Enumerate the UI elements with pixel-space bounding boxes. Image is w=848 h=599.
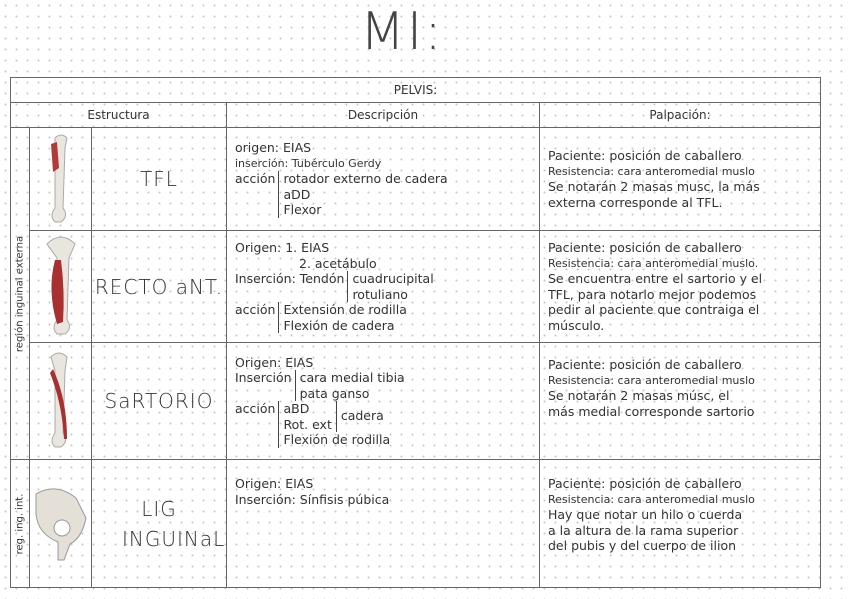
- palp-line: pedir al paciente que contraiga el: [548, 302, 760, 317]
- structure-name: SaRTORIO: [91, 342, 227, 460]
- label: Origen:: [235, 240, 282, 255]
- palpation-cell: Paciente: posición de caballero Resistenc…: [538, 459, 822, 588]
- accion-item: Rot. ext: [283, 416, 332, 432]
- structure-name: LIG INGUINaL: [91, 459, 227, 588]
- palp-line: músculo.: [548, 317, 605, 333]
- label: acción: [235, 171, 276, 187]
- accion-item: rotador externo de cadera: [283, 171, 448, 187]
- insercion-item: pata ganso: [299, 385, 370, 401]
- description-cell: Origen: EIAS Inserción: Sínfisis púbica: [226, 459, 540, 588]
- label: Origen:: [235, 354, 282, 370]
- palp-line: a la altura de la rama superior: [548, 522, 739, 538]
- palp-line: TFL, para notarlo mejor podemos: [548, 286, 757, 302]
- region-label-cell: región inguinal externa: [10, 127, 30, 460]
- lig-inguinal-image: [29, 459, 92, 588]
- insercion-value: Sínfisis púbica: [299, 491, 390, 507]
- recto-image: [29, 230, 92, 343]
- palp-line: externa corresponde al TFL.: [548, 194, 723, 210]
- label: acción: [235, 302, 276, 317]
- palp-line: Se encuentra entre el sartorio y el: [548, 271, 763, 286]
- palp-line: Se notarán 2 masas musc, la más: [548, 179, 760, 194]
- femur-recto-illustration: [45, 236, 76, 335]
- palp-line: Paciente: posición de caballero: [548, 240, 742, 255]
- palp-line: Paciente: posición de caballero: [548, 357, 742, 372]
- palp-line: Se notarán 2 masas músc, el: [548, 388, 730, 403]
- structure-name: RECTO aNT.: [91, 230, 227, 343]
- palp-line: Hay que notar un hilo o cuerda: [548, 507, 743, 522]
- palp-line: Resistencia: cara anteromedial muslo.: [548, 256, 759, 270]
- region-label-cell: reg. ing. int.: [10, 459, 30, 588]
- palpation-cell: Paciente: posición de caballero Resistenc…: [538, 127, 822, 231]
- table-row: RECTO aNT. Origen: 1. EIAS 2. acetábulo …: [11, 230, 822, 343]
- accion-item: Flexor: [283, 202, 322, 218]
- description-cell: Origen: EIAS Inserción cara medial tibia p…: [226, 342, 540, 460]
- tfl-image: [29, 127, 92, 231]
- description-cell: Origen: 1. EIAS 2. acetábulo Inserción: …: [226, 230, 540, 343]
- sartorio-image: [29, 342, 92, 460]
- structure-name: TFL: [91, 127, 227, 231]
- palp-line: Paciente: posición de caballero: [548, 148, 742, 163]
- insercion-item: rotuliano: [352, 286, 408, 302]
- accion-item: Extensión de rodilla: [283, 302, 407, 317]
- pelvis-illustration: [35, 487, 87, 560]
- accion-group: cadera: [340, 408, 384, 423]
- pelvis-table: PELVIS: Estructura Descripción Palpación…: [9, 77, 822, 588]
- femur-sartorio-illustration: [49, 352, 68, 447]
- origen-value: 2. acetábulo: [299, 255, 377, 271]
- origen-value: EIAS: [283, 140, 312, 156]
- accion-item: Flexión de cadera: [283, 317, 395, 333]
- header-palpacion: Palpación:: [538, 102, 822, 128]
- origen-value: 1. EIAS: [285, 240, 330, 255]
- insercion-item: cara medial tibia: [299, 370, 405, 385]
- header-estructura: Estructura: [10, 102, 227, 128]
- label: inserción:: [235, 156, 289, 170]
- insercion-value: Tubérculo Gerdy: [291, 156, 382, 170]
- table-row: región inguinal externa TFL origen: EIAS…: [10, 127, 822, 460]
- label: Origen:: [235, 476, 282, 491]
- palp-line: Paciente: posición de caballero: [548, 476, 742, 491]
- page-title: MI:: [360, 2, 444, 62]
- origen-value: EIAS: [285, 476, 314, 491]
- table-row: SaRTORIO Origen: EIAS Inserción cara medi…: [11, 342, 822, 460]
- insercion-item: cuadrucipital: [352, 271, 434, 286]
- label: acción: [235, 401, 276, 416]
- label: Inserción:: [235, 271, 296, 286]
- region-label: reg. ing. int.: [14, 493, 26, 554]
- origen-value: EIAS: [285, 354, 314, 370]
- palpation-cell: Paciente: posición de caballero Resistenc…: [538, 230, 822, 343]
- accion-item: Flexión de rodilla: [283, 432, 391, 447]
- accion-item: aDD: [283, 186, 311, 202]
- femur-tfl-illustration: [50, 134, 68, 222]
- palp-line: más medial corresponde sartorio: [548, 403, 755, 419]
- header-descripcion: Descripción: [226, 102, 540, 128]
- palp-line: Resistencia: cara anteromedial muslo: [548, 164, 755, 178]
- description-cell: origen: EIAS inserción: Tubérculo Gerdy …: [226, 127, 540, 231]
- palp-line: Resistencia: cara anteromedial muslo: [548, 373, 755, 387]
- region-label: región inguinal externa: [14, 235, 26, 352]
- insercion-prefix: Tendón: [299, 271, 345, 286]
- label: Inserción: [235, 370, 292, 385]
- table-row: reg. ing. int. LIG INGUINaL Origen: EIAS…: [10, 459, 822, 588]
- label: origen:: [235, 140, 280, 156]
- label: Inserción:: [235, 491, 296, 507]
- palpation-cell: Paciente: posición de caballero Resistenc…: [538, 342, 822, 460]
- palp-line: del pubis y del cuerpo de ilion: [548, 538, 737, 553]
- accion-item: aBD: [283, 401, 310, 416]
- section-title: PELVIS:: [9, 77, 822, 103]
- palp-line: Resistencia: cara anteromedial muslo: [548, 492, 755, 506]
